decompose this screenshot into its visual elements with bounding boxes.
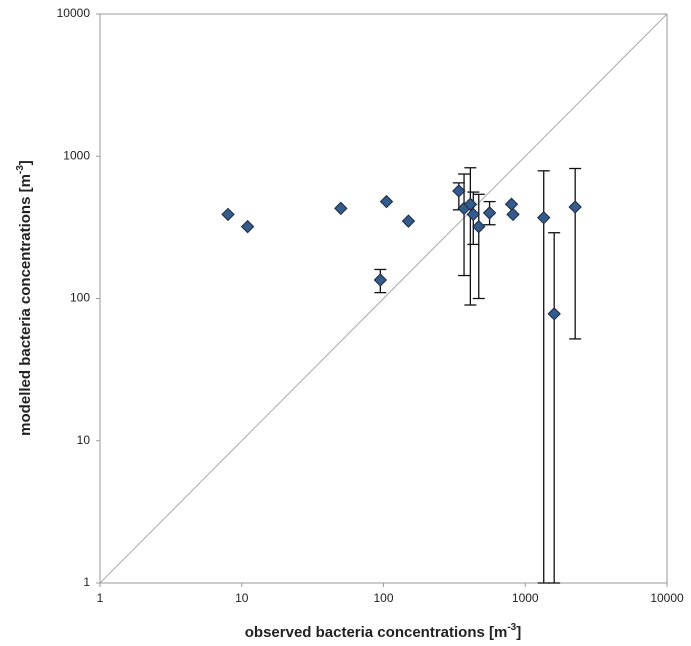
error-bar (548, 232, 561, 584)
y-axis-title: modelled bacteria concentrations [m-3] (15, 160, 34, 436)
point (221, 207, 235, 222)
error-bar (472, 193, 485, 300)
point (466, 207, 481, 222)
y-title-sup: -3 (15, 165, 26, 174)
y-title-text: modelled bacteria concentrations [m (17, 174, 34, 436)
point (452, 184, 466, 198)
x-title-sup: -3 (507, 622, 516, 633)
x-tick-label: 10000 (650, 591, 684, 605)
y-tick-label: 10000 (57, 6, 91, 20)
point (482, 206, 497, 220)
point (334, 201, 348, 216)
point (537, 210, 551, 225)
x-tick-label: 10 (235, 591, 249, 605)
y-title-end: ] (17, 160, 34, 165)
point (463, 197, 478, 211)
point (547, 307, 561, 321)
x-tick-label: 1000 (512, 591, 539, 605)
point (506, 207, 520, 222)
y-tick-label: 1000 (63, 148, 90, 162)
x-tick-label: 100 (373, 591, 393, 605)
y-tick-label: 10 (77, 433, 91, 447)
point (240, 219, 255, 234)
point (401, 214, 416, 228)
point (379, 194, 394, 209)
x-title-text: observed bacteria concentrations [m (245, 624, 508, 641)
error-bar (464, 167, 477, 306)
x-title-end: ] (516, 624, 521, 641)
x-tick-label: 1 (97, 591, 104, 605)
error-bar (569, 167, 582, 340)
error-bar (537, 170, 550, 584)
identity-line (99, 13, 668, 584)
point (568, 200, 582, 214)
x-axis-title: observed bacteria concentrations [m-3] (245, 622, 522, 641)
point (472, 219, 486, 234)
point (373, 273, 388, 287)
y-tick-label: 1 (83, 575, 90, 589)
y-tick-label: 100 (70, 291, 90, 305)
point (504, 197, 519, 211)
